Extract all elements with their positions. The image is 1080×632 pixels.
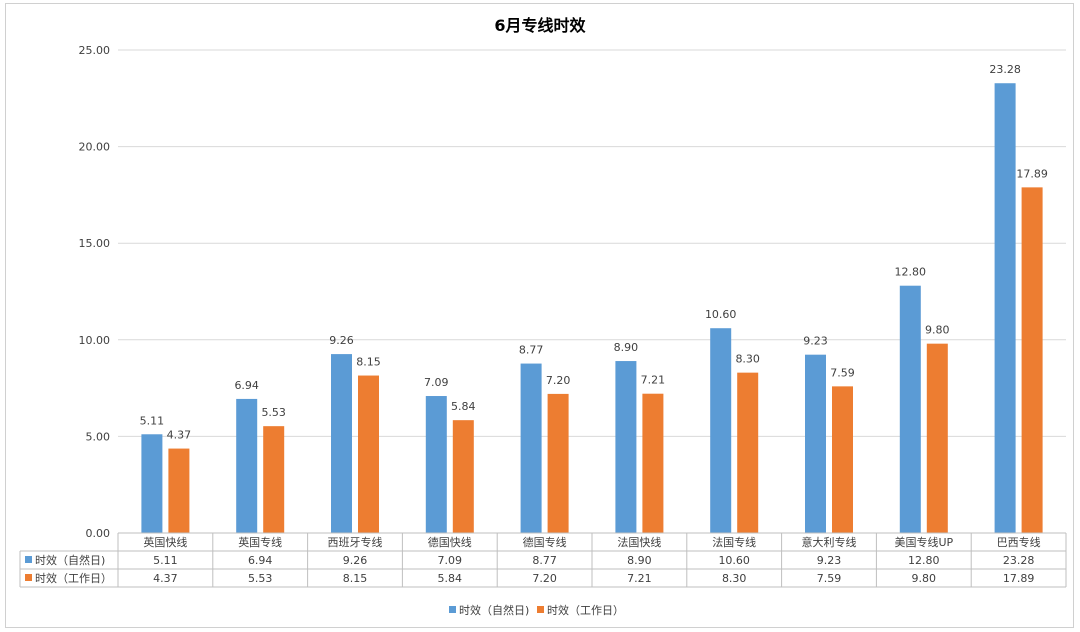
- table-cell: 7.21: [627, 572, 652, 585]
- table-cell: 6.94: [248, 554, 273, 567]
- data-label: 17.89: [1016, 167, 1048, 180]
- legend-key: [537, 606, 544, 613]
- data-label: 7.21: [641, 374, 666, 387]
- table-cell: 9.23: [817, 554, 842, 567]
- legend: 时效（自然日) 时效（工作日）: [449, 603, 624, 617]
- table-cell: 10.60: [718, 554, 750, 567]
- y-axis: 0.00 5.00 10.00 15.00 20.00 25.00: [79, 44, 111, 540]
- category-label: 巴西专线: [997, 535, 1041, 549]
- bar: [805, 354, 826, 533]
- table-cell: 5.53: [248, 572, 273, 585]
- table-cell: 7.20: [532, 572, 557, 585]
- y-tick-label: 10.00: [79, 334, 111, 347]
- table-cell: 8.90: [627, 554, 652, 567]
- table-cell: 8.30: [722, 572, 747, 585]
- table-cell: 17.89: [1003, 572, 1035, 585]
- bar: [710, 328, 732, 533]
- data-label: 8.77: [519, 344, 544, 357]
- bar: [547, 393, 569, 533]
- category-label: 德国快线: [428, 535, 472, 549]
- bar: [520, 363, 542, 533]
- bar: [168, 448, 190, 533]
- data-label: 9.23: [803, 335, 828, 348]
- category-label: 美国专线UP: [894, 535, 953, 549]
- bars: [141, 83, 1043, 533]
- table-cell: 4.37: [153, 572, 178, 585]
- y-tick-label: 20.00: [79, 141, 111, 154]
- table-series-label: 时效（自然日): [35, 553, 105, 567]
- data-label: 7.59: [830, 366, 855, 379]
- table-cell: 9.26: [343, 554, 368, 567]
- table-cell: 5.84: [438, 572, 463, 585]
- data-label: 9.80: [925, 324, 950, 337]
- data-label: 10.60: [705, 308, 737, 321]
- category-label: 英国专线: [238, 535, 282, 549]
- y-tick-label: 15.00: [79, 237, 111, 250]
- bar: [141, 434, 163, 533]
- data-label: 5.84: [451, 400, 476, 413]
- y-tick-label: 25.00: [79, 44, 111, 57]
- table-cell: 8.77: [532, 554, 557, 567]
- bar: [358, 375, 379, 533]
- chart-title: 6月专线时效: [494, 16, 585, 35]
- category-label: 法国专线: [712, 535, 756, 549]
- data-labels: 5.11 6.94 9.26 7.09 8.77 8.90 10.60 9.23 12.80 23…: [140, 63, 1048, 441]
- y-tick-label: 0.00: [86, 527, 111, 540]
- table-series-label: 时效（工作日）: [35, 571, 112, 585]
- bar: [452, 420, 474, 533]
- data-label: 9.26: [329, 334, 354, 347]
- data-label: 4.37: [167, 429, 192, 442]
- bar: [615, 361, 637, 533]
- table-cell: 9.80: [912, 572, 937, 585]
- bar: [1021, 187, 1043, 533]
- table-cell: 23.28: [1003, 554, 1035, 567]
- data-label: 8.30: [735, 353, 760, 366]
- table-legend-key: [25, 574, 32, 581]
- bar: [926, 343, 948, 533]
- table-cell: 12.80: [908, 554, 940, 567]
- data-label: 7.09: [424, 376, 449, 389]
- data-label: 5.11: [140, 414, 165, 427]
- data-label: 23.28: [989, 63, 1021, 76]
- data-label: 6.94: [234, 379, 259, 392]
- data-table: 英国快线 英国专线 西班牙专线 德国快线 德国专线 法国快线 法国专线 意大利专线 美国专线UP…: [19, 532, 1067, 588]
- bar: [425, 396, 447, 533]
- y-tick-label: 5.00: [86, 430, 111, 443]
- table-cell: 8.15: [343, 572, 368, 585]
- data-label: 8.90: [614, 341, 639, 354]
- legend-key: [449, 606, 456, 613]
- data-label: 7.20: [546, 374, 571, 387]
- bar: [899, 285, 921, 533]
- bar: [236, 398, 258, 533]
- legend-label: 时效（自然日): [459, 603, 529, 617]
- data-label: 8.15: [356, 356, 381, 369]
- category-label: 法国快线: [617, 535, 661, 549]
- bar: [832, 386, 853, 533]
- data-label: 5.53: [261, 406, 286, 419]
- table-cell: 5.11: [153, 554, 178, 567]
- bar: [331, 354, 352, 533]
- bar: [263, 426, 285, 533]
- table-legend-key: [25, 556, 32, 563]
- bar: [994, 83, 1016, 533]
- category-label: 意大利专线: [802, 535, 857, 549]
- category-label: 西班牙专线: [328, 535, 383, 549]
- chart-frame: [5, 3, 1074, 628]
- table-cell: 7.09: [438, 554, 463, 567]
- category-label: 英国快线: [143, 535, 187, 549]
- bar: [737, 372, 759, 533]
- data-label: 12.80: [895, 266, 927, 279]
- table-cell: 7.59: [817, 572, 842, 585]
- gridlines: [118, 49, 1066, 534]
- legend-label: 时效（工作日）: [547, 603, 624, 617]
- bar: [642, 393, 664, 533]
- category-label: 德国专线: [523, 535, 567, 549]
